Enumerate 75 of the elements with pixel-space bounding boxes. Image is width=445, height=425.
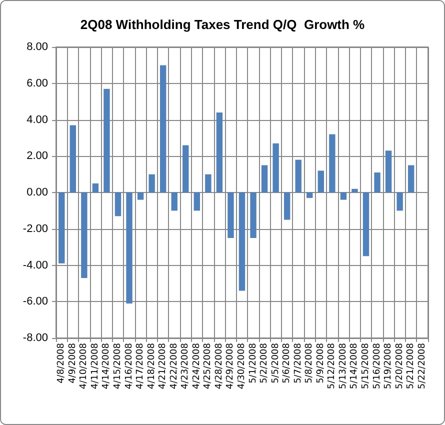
bar (160, 65, 166, 192)
x-tick-label: 4/23/2008 (180, 342, 191, 390)
x-tick-label: 4/10/2008 (79, 342, 90, 390)
y-tick-label: 4.00 (26, 114, 48, 126)
x-tick-label: 5/1/2008 (248, 342, 258, 384)
x-tick-label: 5/6/2008 (282, 342, 292, 384)
y-tick-label: 6.00 (26, 77, 48, 90)
bar (362, 192, 370, 256)
bar (194, 192, 200, 211)
x-tick-label: 5/5/2008 (270, 342, 281, 384)
bar (92, 183, 99, 192)
bar (114, 192, 122, 216)
x-tick-label: 5/15/2008 (361, 342, 371, 390)
bar (205, 174, 212, 192)
y-tick-label: 0.00 (26, 186, 48, 198)
x-tick-label: 5/21/2008 (406, 342, 416, 390)
x-tick-label: 5/9/2008 (316, 342, 326, 384)
bar (261, 165, 268, 192)
x-tick-label: 4/29/2008 (226, 342, 236, 390)
x-tick-label: 5/13/2008 (338, 342, 348, 390)
bar (137, 192, 144, 200)
x-tick-label: 4/28/2008 (214, 342, 224, 390)
x-tick-label: 5/12/2008 (327, 342, 338, 390)
x-tick-label: 5/22/2008 (417, 342, 428, 390)
bar (81, 192, 88, 278)
x-tick-label: 4/14/2008 (102, 342, 112, 390)
x-tick-label: 4/24/2008 (192, 342, 202, 390)
x-tick-label: 4/18/2008 (146, 342, 157, 390)
bar (396, 192, 403, 211)
bar (385, 150, 392, 192)
bar (171, 192, 178, 211)
x-tick-label: 5/19/2008 (384, 342, 394, 390)
x-tick-label: 4/30/2008 (237, 342, 247, 390)
bar (148, 174, 155, 192)
x-tick-label: 4/25/2008 (203, 342, 214, 390)
bar (216, 112, 223, 192)
bar (340, 192, 347, 200)
x-tick-label: 5/8/2008 (304, 342, 315, 384)
bar (306, 192, 313, 198)
x-tick-label: 4/11/2008 (90, 342, 100, 390)
bar (238, 192, 246, 291)
x-tick-label: 5/20/2008 (394, 342, 405, 390)
bar (272, 143, 279, 192)
bar (250, 192, 256, 238)
bar (70, 125, 76, 192)
y-tick-label: -4.00 (22, 259, 48, 272)
x-tick-label: 4/16/2008 (124, 342, 134, 390)
bar (408, 165, 414, 192)
x-tick-label: 4/17/2008 (136, 342, 146, 390)
x-tick-label: 4/9/2008 (68, 342, 78, 384)
bar (104, 88, 110, 192)
bar (58, 192, 65, 264)
x-tick-label: 4/21/2008 (158, 342, 168, 390)
bar (295, 160, 302, 192)
y-tick-label: -2.00 (22, 222, 48, 235)
x-tick-label: 4/22/2008 (169, 342, 180, 390)
bar (352, 188, 358, 192)
x-tick-label: 5/7/2008 (293, 342, 304, 384)
chart-title: 2Q08 Withholding Taxes Trend Q/Q Growth % (80, 17, 366, 32)
y-tick-label: -6.00 (22, 296, 48, 308)
x-tick-label: 4/8/2008 (56, 342, 67, 384)
bar (329, 134, 336, 192)
bar (284, 192, 290, 220)
x-tick-label: 5/16/2008 (372, 342, 382, 390)
x-tick-label: 5/14/2008 (350, 342, 360, 390)
bar (228, 192, 234, 238)
bar (318, 170, 324, 192)
y-tick-label: 2.00 (26, 150, 48, 162)
y-tick-label: -8.00 (22, 332, 48, 344)
x-tick-label: 4/15/2008 (113, 342, 123, 390)
bar (126, 192, 132, 304)
x-tick-label: 5/2/2008 (260, 342, 270, 384)
bar (374, 172, 380, 192)
y-tick-label: 8.00 (26, 41, 48, 53)
bar (182, 145, 189, 192)
